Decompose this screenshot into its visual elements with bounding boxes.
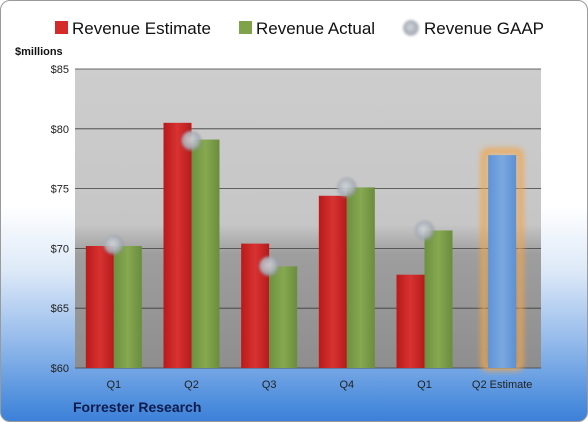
gaap-markers [103,130,435,277]
bar-revenue-estimate [85,246,114,368]
bar-revenue-estimate [396,274,425,368]
y-tick-labels: $60 $65 $70 $75 $80 $85 [51,64,69,375]
legend-marker-revenue-gaap [403,20,419,36]
x-tick-label: Q2 Estimate [472,379,533,391]
y-tick-label: $70 [51,243,69,255]
marker-revenue-gaap [336,177,357,198]
bars [85,122,524,371]
plot-area [75,69,541,368]
legend-label-revenue-actual: Revenue Actual [256,19,375,38]
bar-revenue-actual [269,266,298,368]
bar-revenue-actual [424,230,453,368]
gridlines [75,68,541,369]
source-label: Forrester Research [73,399,201,415]
marker-revenue-gaap [181,130,202,151]
x-tick-label: Q1 [106,379,121,391]
legend-swatch-revenue-estimate [55,21,68,34]
legend: Revenue Estimate Revenue Actual Revenue … [55,19,544,38]
x-tick-label: Q3 [262,379,277,391]
bar-revenue-actual [113,246,142,368]
marker-revenue-gaap [259,256,280,277]
legend-label-revenue-estimate: Revenue Estimate [72,19,211,38]
y-tick-label: $65 [51,303,69,315]
legend-swatch-revenue-actual [239,21,252,34]
marker-revenue-gaap [103,234,124,255]
y-tick-label: $75 [51,184,69,196]
bar-revenue-estimate [318,195,347,368]
x-tick-label: Q2 [184,379,199,391]
x-tick-label: Q1 [417,379,432,391]
bar-revenue-estimate [163,122,192,368]
x-tick-label: Q4 [339,379,354,391]
marker-revenue-gaap [414,220,435,241]
x-tick-labels: Q1 Q2 Q3 Q4 Q1 Q2 Estimate [106,379,532,391]
bar-revenue-actual [346,187,375,368]
bar-revenue-estimate-highlight [488,155,517,368]
bar-revenue-actual [191,139,220,368]
legend-label-revenue-gaap: Revenue GAAP [424,19,544,38]
y-axis-unit-label: $millions [15,46,63,58]
y-tick-label: $85 [51,64,69,76]
y-tick-label: $80 [51,124,69,136]
y-tick-label: $60 [51,363,69,375]
